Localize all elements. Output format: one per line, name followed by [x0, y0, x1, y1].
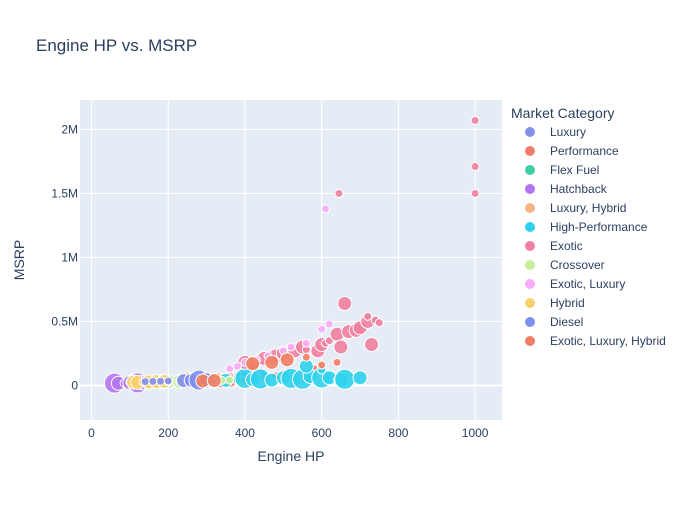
data-point[interactable] — [301, 352, 311, 362]
chart-title: Engine HP vs. MSRP — [36, 36, 197, 55]
legend-marker — [525, 222, 535, 232]
legend-title: Market Category — [511, 105, 614, 121]
legend-marker — [525, 317, 535, 327]
data-point[interactable] — [317, 324, 327, 334]
y-axis-label: MSRP — [11, 240, 27, 280]
data-point[interactable] — [333, 339, 349, 355]
x-tick-label: 200 — [158, 426, 178, 440]
markers — [104, 115, 480, 394]
legend-marker — [525, 184, 535, 194]
data-point[interactable] — [321, 204, 331, 214]
data-point[interactable] — [363, 311, 373, 321]
data-point[interactable] — [470, 162, 480, 172]
legend-item-label[interactable]: Luxury, Hybrid — [550, 201, 626, 215]
legend-item-label[interactable]: High-Performance — [550, 220, 648, 234]
data-point[interactable] — [334, 188, 344, 198]
ticks: 0 200 400 600 800 1000 0 0.5M 1M 1.5M 2M — [51, 122, 489, 440]
x-tick-label: 1000 — [462, 426, 489, 440]
data-point[interactable] — [337, 296, 353, 312]
data-point[interactable] — [232, 361, 242, 371]
data-point[interactable] — [279, 352, 295, 368]
legend-item-label[interactable]: Exotic, Luxury — [550, 277, 625, 291]
data-point[interactable] — [286, 342, 296, 352]
data-point[interactable] — [156, 376, 166, 386]
data-point[interactable] — [324, 319, 334, 329]
x-tick-label: 600 — [312, 426, 332, 440]
data-point[interactable] — [148, 376, 158, 386]
y-tick-label: 1.5M — [51, 186, 78, 200]
y-tick-label: 0 — [71, 378, 78, 392]
x-tick-label: 800 — [388, 426, 408, 440]
y-tick-label: 2M — [61, 122, 78, 136]
y-tick-label: 0.5M — [51, 314, 78, 328]
legend-item-label[interactable]: Hybrid — [550, 296, 585, 310]
data-point[interactable] — [163, 376, 173, 386]
legend-marker — [525, 241, 535, 251]
data-point[interactable] — [206, 373, 222, 389]
x-tick-label: 400 — [235, 426, 255, 440]
data-point[interactable] — [374, 318, 384, 328]
legend-item-label[interactable]: Hatchback — [550, 182, 608, 196]
x-axis-label: Engine HP — [258, 448, 325, 464]
legend-marker — [525, 146, 535, 156]
data-point[interactable] — [352, 370, 368, 386]
legend-item-label[interactable]: Exotic — [550, 239, 583, 253]
legend-item-label[interactable]: Flex Fuel — [550, 163, 599, 177]
data-point[interactable] — [264, 354, 280, 370]
plot-area — [80, 100, 502, 420]
data-point[interactable] — [225, 364, 235, 374]
legend-marker — [525, 298, 535, 308]
legend-marker — [525, 203, 535, 213]
legend-item-label[interactable]: Exotic, Luxury, Hybrid — [550, 334, 666, 348]
data-point[interactable] — [301, 338, 311, 348]
grid — [80, 100, 502, 420]
data-point[interactable] — [332, 357, 342, 367]
legend-item-label[interactable]: Crossover — [550, 258, 605, 272]
data-point[interactable] — [334, 368, 356, 390]
data-point[interactable] — [470, 115, 480, 125]
legend-marker — [525, 127, 535, 137]
data-point[interactable] — [245, 356, 261, 372]
data-point[interactable] — [225, 375, 235, 385]
legend-marker — [525, 336, 535, 346]
legend-marker — [525, 260, 535, 270]
legend-marker — [525, 279, 535, 289]
legend-item-label[interactable]: Luxury — [550, 125, 586, 139]
data-point[interactable] — [317, 360, 327, 370]
data-point[interactable] — [364, 336, 380, 352]
y-tick-label: 1M — [61, 250, 78, 264]
x-tick-label: 0 — [88, 426, 95, 440]
data-point[interactable] — [140, 377, 150, 387]
legend-marker — [525, 165, 535, 175]
legend-item-label[interactable]: Diesel — [550, 315, 583, 329]
legend: Luxury Performance Flex Fuel Hatchback Luxur… — [525, 125, 666, 348]
data-point[interactable] — [470, 188, 480, 198]
legend-item-label[interactable]: Performance — [550, 144, 619, 158]
